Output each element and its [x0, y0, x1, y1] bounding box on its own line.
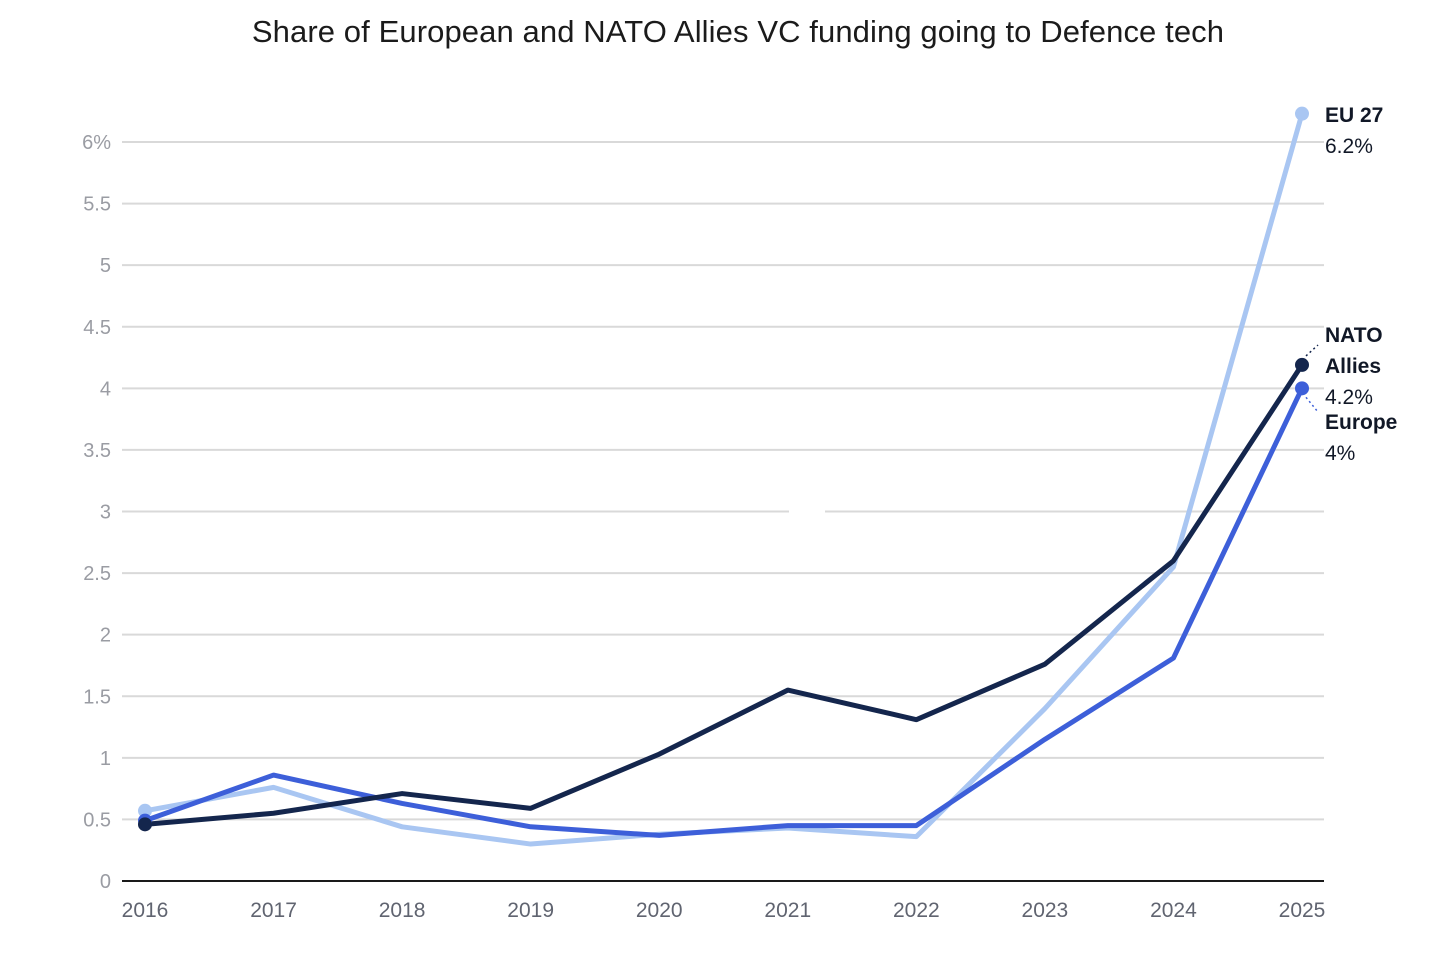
- series-value-eu-27: 6.2%: [1325, 135, 1373, 158]
- x-tick-label: 2023: [1022, 899, 1069, 922]
- x-tick-label: 2024: [1150, 899, 1197, 922]
- x-tick-label: 2019: [507, 899, 554, 922]
- y-tick-label: 4.5: [83, 317, 111, 339]
- chart-title: Share of European and NATO Allies VC fun…: [251, 14, 1225, 49]
- start-point-eu-27: [138, 803, 152, 818]
- x-tick-label: 2022: [893, 899, 940, 922]
- y-tick-label: 4: [100, 378, 111, 400]
- x-tick-label: 2017: [250, 899, 297, 922]
- end-point-eu-27: [1295, 106, 1309, 121]
- series-label-nato-allies: NATO: [1325, 324, 1383, 347]
- y-tick-label: 3.5: [83, 440, 111, 462]
- y-tick-label: 5.5: [83, 194, 111, 216]
- y-tick-label: 1: [100, 748, 111, 770]
- y-tick-label: 2: [100, 625, 111, 647]
- x-tick-label: 2025: [1279, 899, 1326, 922]
- leader-line-nato-allies: [1305, 344, 1319, 357]
- series-label-eu-27: EU 27: [1325, 104, 1383, 127]
- x-tick-label: 2016: [122, 899, 169, 922]
- end-point-nato-allies: [1295, 357, 1309, 372]
- series-label-europe: Europe: [1325, 411, 1397, 434]
- y-tick-label: 2.5: [83, 563, 111, 585]
- x-tick-label: 2018: [379, 899, 426, 922]
- gridline-gap: [789, 508, 825, 515]
- series-line-nato-allies: [142, 362, 1305, 827]
- gridlines: [122, 141, 1324, 821]
- y-tick-label: 0.5: [83, 809, 111, 831]
- x-tick-label: 2021: [764, 899, 811, 922]
- series-value-nato-allies: 4.2%: [1325, 386, 1373, 409]
- y-tick-label: 1.5: [83, 686, 111, 708]
- series-line-eu-27: [142, 111, 1305, 847]
- end-point-europe: [1295, 381, 1309, 396]
- x-tick-label: 2020: [636, 899, 683, 922]
- y-tick-label: 5: [100, 255, 111, 277]
- series-value-europe: 4%: [1325, 442, 1355, 465]
- y-tick-label: 0: [100, 871, 111, 893]
- start-point-nato-allies: [138, 817, 152, 832]
- series-line-europe: [142, 385, 1305, 838]
- leader-line-europe: [1305, 396, 1319, 413]
- series-label-nato-allies: Allies: [1325, 355, 1381, 378]
- y-tick-label: 6%: [82, 132, 111, 154]
- y-tick-label: 3: [100, 502, 111, 524]
